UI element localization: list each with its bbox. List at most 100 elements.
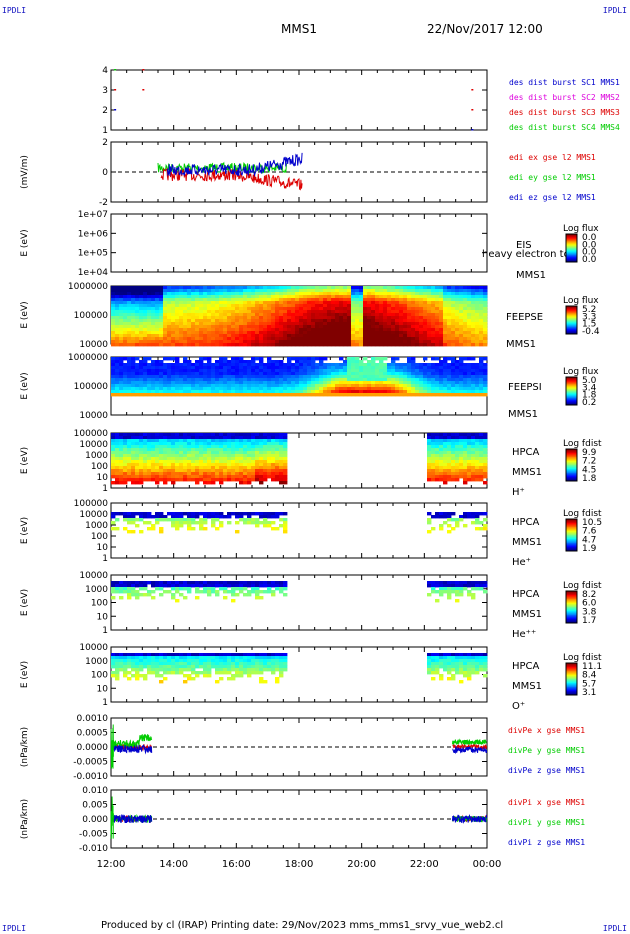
hpca_h-cell [199, 436, 204, 440]
hpca_h-cell [479, 439, 484, 443]
feepse-cell [311, 292, 316, 296]
feepse-cell [459, 328, 464, 332]
hpca_he-cell [147, 512, 152, 516]
feepse-cell [247, 319, 252, 323]
feepse-cell [279, 343, 284, 347]
feepse-cell [419, 292, 424, 296]
feepse-cell [407, 301, 412, 305]
feepse-cell [339, 328, 344, 332]
hpca_he-cell [143, 512, 148, 516]
hpca_he-cell [167, 512, 172, 516]
hpca_h-cell [223, 472, 228, 476]
feepse-cell [187, 322, 192, 326]
feepsi-cell [203, 357, 208, 361]
hpca_h-cell [215, 454, 220, 458]
feepse-cell [155, 301, 160, 305]
hpca_h-cell [231, 460, 236, 464]
feepse-cell [439, 289, 444, 293]
hpca_he2-cell [123, 590, 128, 594]
feepse-colorbar-cell [566, 315, 577, 317]
hpca_h-cell [131, 442, 136, 446]
hpca_h-cell [175, 454, 180, 458]
hpca_he-cell [283, 521, 288, 525]
feepse-cell [451, 289, 456, 293]
feepse-cell [443, 286, 448, 290]
feepsi-cell [271, 360, 276, 364]
hpca_h-cell [135, 433, 140, 437]
feepsi-cell [151, 384, 156, 388]
feepsi-cell [139, 366, 144, 370]
feepsi-cell [255, 381, 260, 385]
feepse-cell [347, 295, 352, 299]
hpca_h-cell [451, 466, 456, 470]
feepsi-cell [355, 378, 360, 382]
hpca_h-cell [195, 460, 200, 464]
feepse-cell [311, 319, 316, 323]
feepsi-cell [287, 390, 292, 394]
hpca_he-colorbar-frame [565, 518, 578, 552]
hpca_h-cell [459, 466, 464, 470]
eis-colorbar-cell [566, 258, 577, 261]
hpca_h-cell [155, 460, 160, 464]
feepsi-cell [311, 384, 316, 388]
feepse-cell [335, 313, 340, 317]
feepse-cell [139, 307, 144, 311]
feepse-cell [355, 337, 360, 341]
feepse-cell [331, 304, 336, 308]
hpca_h-cell [203, 445, 208, 449]
hpca_he-cell [243, 518, 248, 522]
feepsi-cell [399, 372, 404, 376]
hpca_h-cell [187, 445, 192, 449]
hpca_he-cell [271, 512, 276, 516]
hpca_h-cell [231, 442, 236, 446]
feepsi-cell [391, 357, 396, 361]
feepse-cell [187, 328, 192, 332]
feepse-cell [207, 304, 212, 308]
hpca_he-colorbar-cell [566, 539, 577, 541]
feepsi-cell [443, 372, 448, 376]
feepse-cell [371, 298, 376, 302]
hpca_h-cell [275, 448, 280, 452]
hpca_he-cell [199, 524, 204, 528]
hpca_h-cell [479, 478, 484, 482]
feepse-cell [447, 340, 452, 344]
feepse-cell [131, 337, 136, 341]
feepse-cell [455, 316, 460, 320]
feepse-cell [243, 331, 248, 335]
hpca_h-cell [483, 442, 488, 446]
feepse-cell [363, 286, 368, 290]
hpca_h-cell [235, 439, 240, 443]
feepse-cell [211, 307, 216, 311]
feepsi-cell [219, 360, 224, 364]
hpca_h-cell [163, 454, 168, 458]
hpca_h-cell [227, 478, 232, 482]
hpca_h-cell [443, 460, 448, 464]
feepse-cell [379, 343, 384, 347]
feepsi-cell [267, 390, 272, 394]
feepse-cell [399, 310, 404, 314]
feepsi-cell [375, 366, 380, 370]
hpca_he-cell [463, 512, 468, 516]
hpca_he-cell [427, 521, 432, 525]
feepsi-cell [463, 378, 468, 382]
feepsi-cell [139, 363, 144, 367]
hpca_he-cell [171, 524, 176, 528]
feepse-cell [383, 319, 388, 323]
hpca_h-cell [475, 478, 480, 482]
feepse-cell [115, 325, 120, 329]
feepsi-cell [395, 393, 400, 397]
hpca_h-cell [443, 445, 448, 449]
feepse-cell [175, 307, 180, 311]
feepse-cell [335, 322, 340, 326]
feepse-cell [363, 313, 368, 317]
feepsi-cell [319, 384, 324, 388]
feepse-cell [203, 295, 208, 299]
hpca_h-cell [251, 448, 256, 452]
feepsi-cell [451, 384, 456, 388]
feepsi-cell [431, 390, 436, 394]
feepsi-cell [431, 381, 436, 385]
feepse-cell [163, 286, 168, 290]
feepse-cell [111, 322, 116, 326]
hpca_h-cell [159, 457, 164, 461]
hpca_h-cell [135, 454, 140, 458]
